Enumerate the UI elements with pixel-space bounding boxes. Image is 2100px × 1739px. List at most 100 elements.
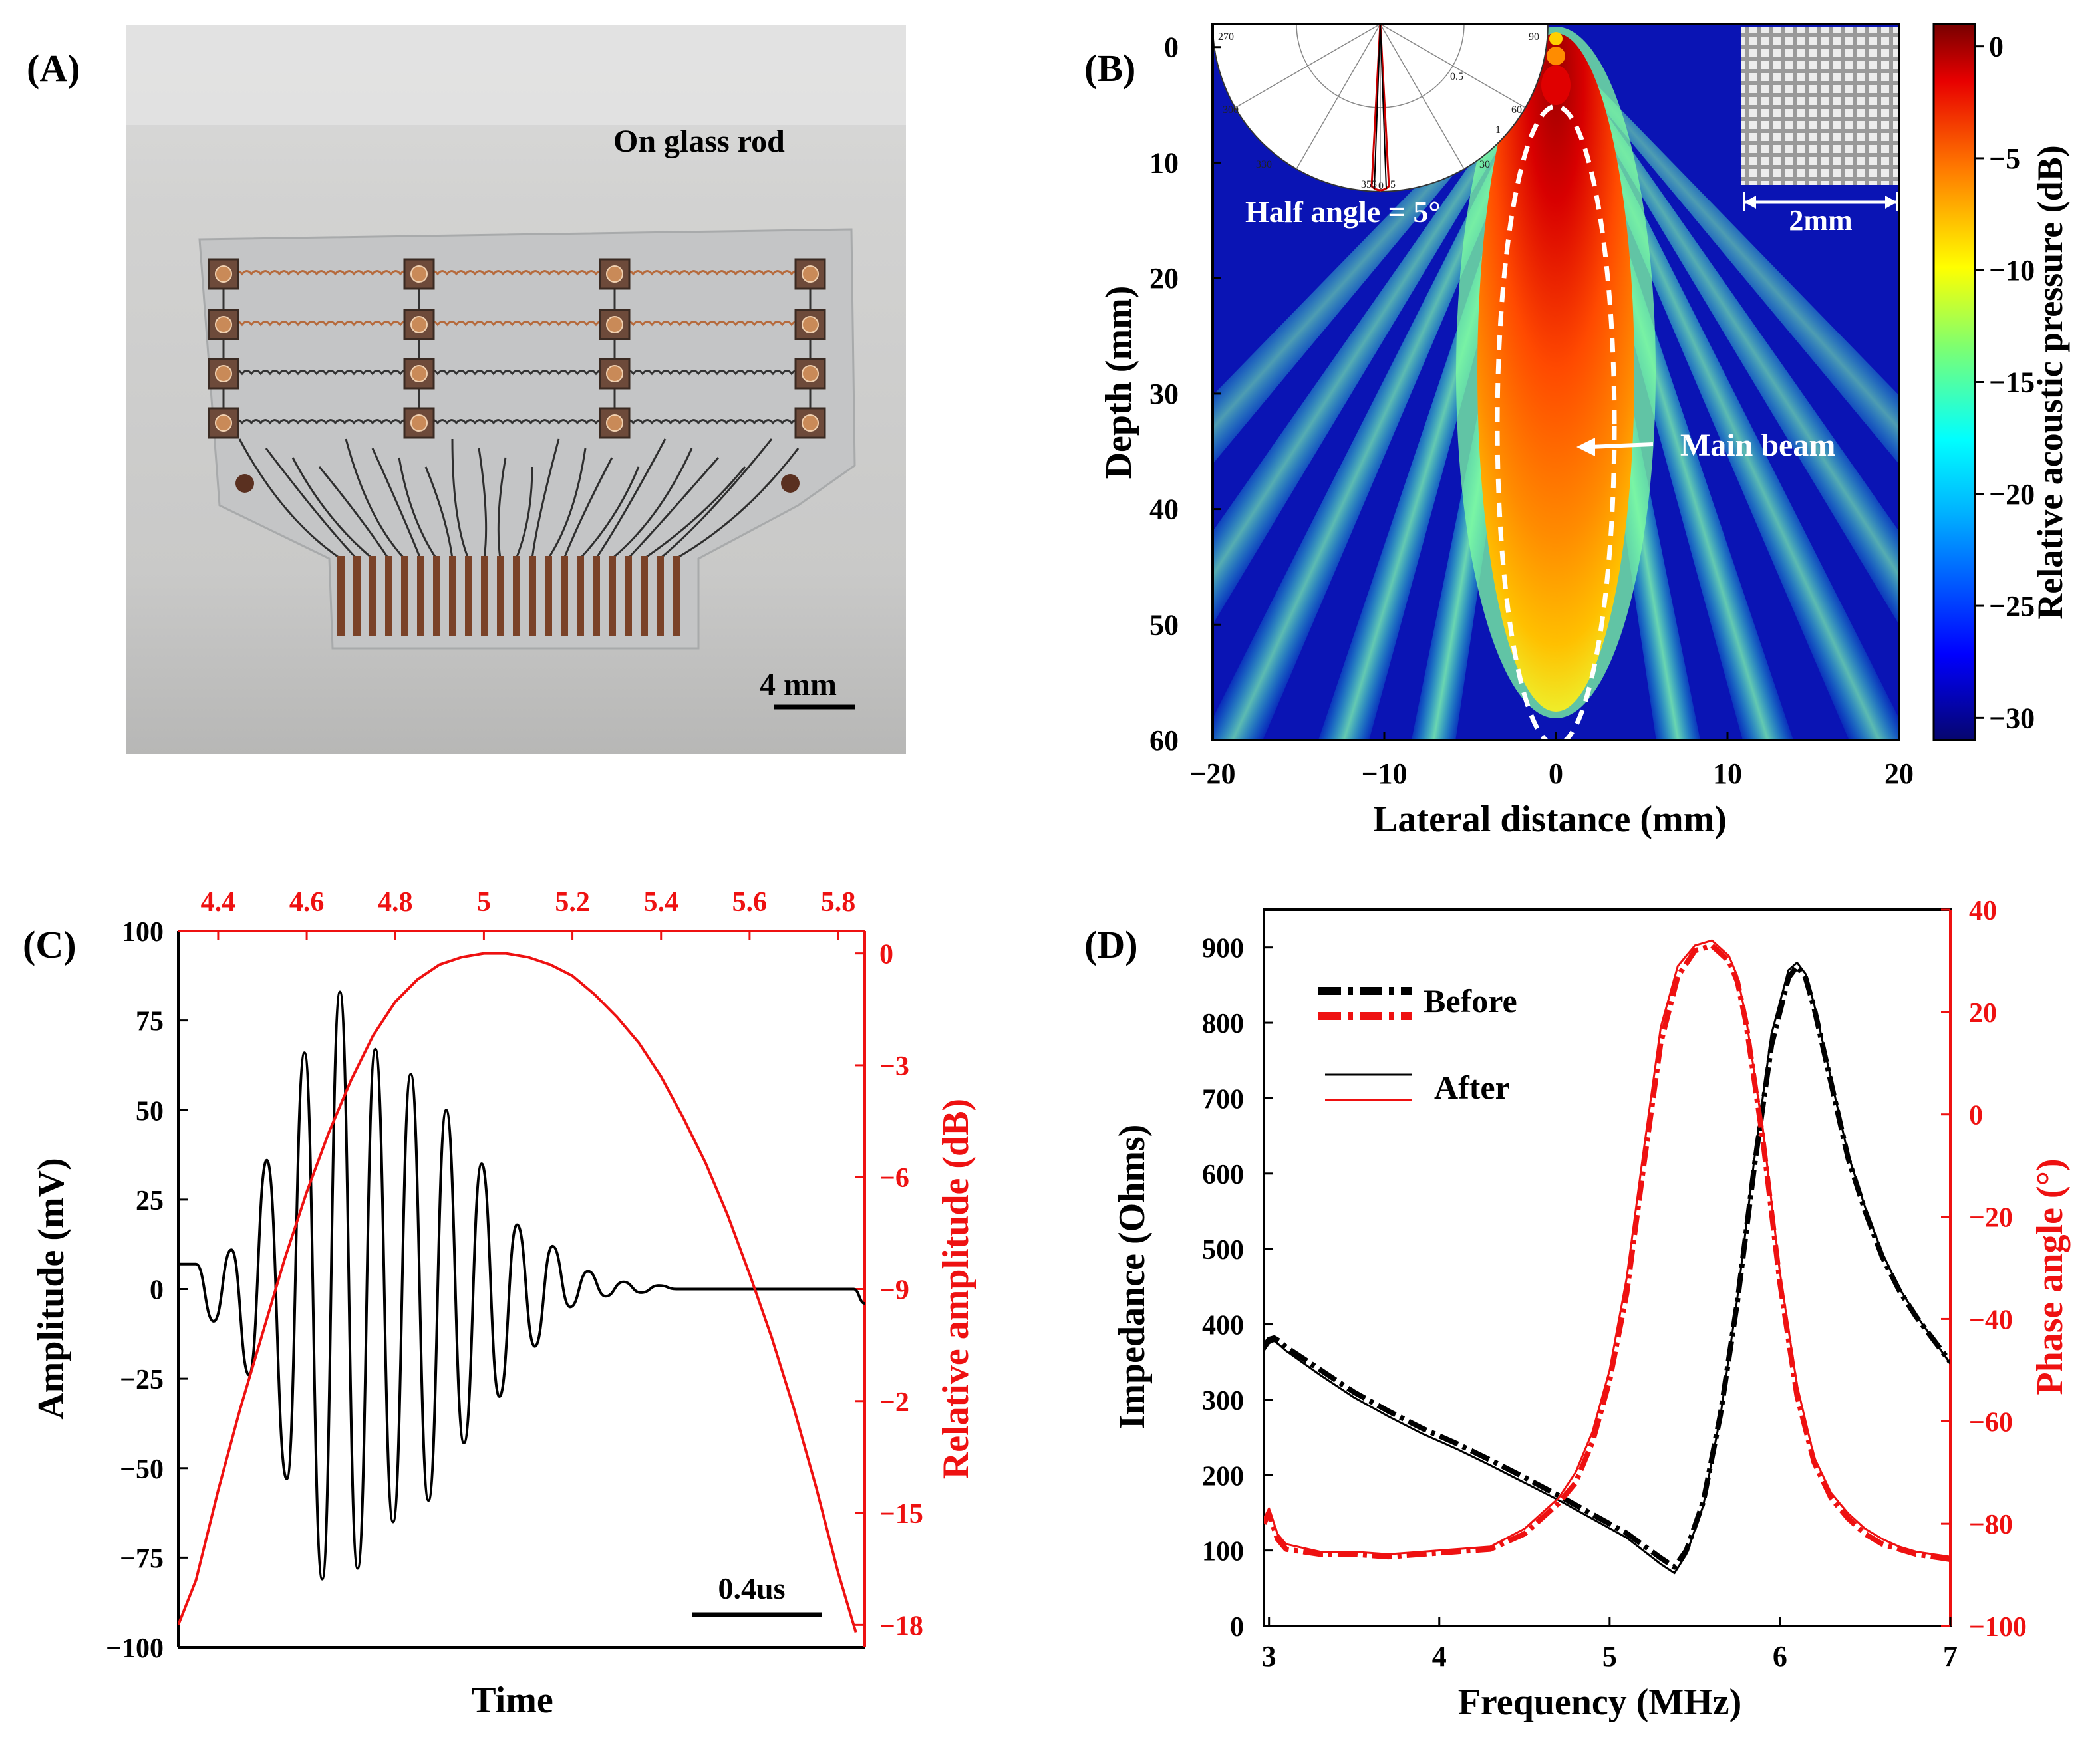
polar-label: 355: [1361, 179, 1377, 190]
side-lobe: [1213, 67, 1545, 740]
via-right: [781, 474, 800, 493]
panel-a-label: (A): [27, 47, 80, 90]
transducer-element: [599, 407, 631, 439]
tick-label: 0: [1549, 757, 1563, 790]
polar-label: 60: [1511, 104, 1522, 116]
interconnect: [222, 321, 812, 327]
tick-label: 60: [1149, 724, 1179, 757]
tick-label: 25: [136, 1186, 164, 1216]
tick-label: 5.4: [643, 887, 678, 918]
x-axis-label: Frequency (MHz): [1458, 1682, 1742, 1723]
connector-finger: [673, 556, 680, 636]
tick-label: 4: [1432, 1640, 1447, 1672]
panel-a: (A) On glass rod 4 mm: [27, 25, 906, 754]
tick-label: −25: [1989, 590, 2035, 622]
polar-inset: 270 90 300 60 330 30 355 0 5 0.5 1: [1213, 24, 1549, 192]
series-relative-amplitude: [178, 952, 857, 1633]
polar-label: 5: [1390, 179, 1396, 190]
transducer-element: [794, 358, 826, 390]
side-lobe: [1563, 69, 1899, 740]
tick-label: −30: [1989, 702, 2035, 734]
polar-label: 90: [1529, 31, 1539, 43]
tick-label: 6: [1773, 1640, 1787, 1672]
polar-beam-pattern: [1370, 24, 1390, 192]
series-phase-after: [1264, 939, 1950, 1558]
tick-label: 800: [1202, 1009, 1244, 1039]
connector-finger: [449, 556, 456, 636]
connector-finger: [641, 556, 648, 636]
connector-finger: [337, 556, 345, 636]
tick-label: −75: [120, 1543, 164, 1574]
connector-finger: [545, 556, 552, 636]
tick-label: 200: [1202, 1461, 1244, 1492]
interconnect: [222, 419, 812, 425]
tick-label: 5.2: [555, 887, 590, 918]
tick-label: −10: [1989, 254, 2035, 287]
tick-label: 0: [1230, 1612, 1244, 1643]
tick-label: −20: [1969, 1203, 2013, 1234]
series-impedance-before: [1264, 964, 1950, 1570]
polar-labels: 270 90 300 60 330 30 355 0 5 0.5 1: [1218, 31, 1539, 192]
tick-label: −20: [1189, 757, 1235, 790]
tick-label: 5: [477, 887, 491, 918]
tick-label: 5.8: [821, 887, 856, 918]
interconnect: [222, 370, 812, 376]
side-lobe: [1213, 69, 1549, 740]
connector-finger: [481, 556, 488, 636]
panel-b-label: (B): [1084, 47, 1135, 90]
y-axis-label: Impedance (Ohms): [1112, 1125, 1153, 1430]
tick-label: 700: [1202, 1084, 1244, 1115]
tick-label: 40: [1969, 896, 1997, 926]
tick-label: −15: [1989, 366, 2035, 399]
transducer-pads: [208, 258, 826, 439]
polar-label: 270: [1218, 31, 1234, 43]
series-echo-signal: [178, 990, 865, 1581]
tick-label: 3: [1262, 1640, 1276, 1672]
connector-finger: [385, 556, 392, 636]
tick-label: 7: [1943, 1640, 1958, 1672]
transducer-element: [794, 309, 826, 340]
tick-label: −6: [879, 1163, 909, 1194]
polar-label: 300: [1223, 104, 1239, 116]
transducer-element: [794, 407, 826, 439]
transducer-element: [208, 309, 239, 340]
connector-finger: [625, 556, 632, 636]
side-lobe: [1571, 64, 1899, 714]
legend: Before After: [1318, 982, 1517, 1106]
tick-label: −80: [1969, 1510, 2013, 1540]
tick-label: 300: [1202, 1386, 1244, 1416]
tick-label: 50: [1149, 608, 1179, 641]
y-axis-label: Amplitude (mV): [31, 1158, 72, 1420]
tick-label: −60: [1969, 1407, 2013, 1438]
tick-label: 0: [879, 940, 893, 970]
tick-label: 5: [1602, 1640, 1617, 1672]
tick-label: −10: [1361, 757, 1407, 790]
transducer-element: [208, 407, 239, 439]
substrate: [198, 228, 856, 650]
panel-c-label: (C): [23, 923, 76, 966]
tick-label: 4.4: [201, 887, 236, 918]
legend-after: After: [1434, 1069, 1510, 1106]
polar-label: 330: [1256, 159, 1272, 170]
tick-label: 400: [1202, 1311, 1244, 1341]
side-lobes: [1213, 64, 1899, 740]
tick-label: 900: [1202, 934, 1244, 964]
polar-label: 0.5: [1450, 71, 1463, 82]
connector-finger: [609, 556, 616, 636]
main-beam-arrow: [1589, 442, 1654, 449]
transducer-element: [403, 258, 435, 290]
tick-label: 20: [1884, 757, 1914, 790]
connector-finger: [593, 556, 600, 636]
series-phase-before: [1264, 942, 1950, 1562]
tick-label: −9: [879, 1275, 909, 1306]
colorbar: [1932, 23, 1976, 741]
x-axis-label: Lateral distance (mm): [1373, 799, 1727, 840]
connector-finger: [433, 556, 440, 636]
tick-label: 5.6: [732, 887, 768, 918]
connector-finger: [513, 556, 520, 636]
tick-label: 50: [136, 1096, 164, 1127]
tick-label: 4.6: [289, 887, 325, 918]
connector-finger: [401, 556, 408, 636]
